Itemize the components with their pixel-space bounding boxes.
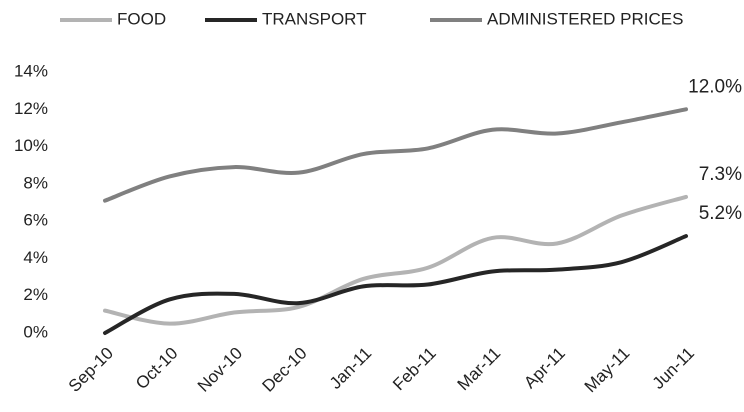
x-tick-label: Mar-11 bbox=[454, 344, 505, 395]
value-label: 12.0% bbox=[688, 76, 742, 97]
y-tick-label: 12% bbox=[14, 99, 48, 118]
y-tick-label: 4% bbox=[23, 248, 48, 267]
x-tick-label: Nov-10 bbox=[194, 344, 246, 396]
y-tick-label: 0% bbox=[23, 322, 48, 341]
x-tick-label: Apr-11 bbox=[520, 344, 569, 393]
y-tick-label: 8% bbox=[23, 173, 48, 192]
y-tick-label: 2% bbox=[23, 285, 48, 304]
x-tick-label: Dec-10 bbox=[258, 344, 310, 396]
x-tick-label: May-11 bbox=[581, 344, 634, 397]
y-tick-label: 10% bbox=[14, 136, 48, 155]
x-tick-label: Sep-10 bbox=[65, 344, 117, 396]
value-label: 7.3% bbox=[699, 164, 742, 185]
legend-label: ADMINISTERED PRICES bbox=[487, 9, 683, 28]
series-line bbox=[103, 194, 688, 326]
y-tick-label: 14% bbox=[14, 61, 48, 80]
series-line bbox=[103, 234, 688, 335]
legend-label: TRANSPORT bbox=[262, 9, 367, 28]
y-tick-label: 6% bbox=[23, 211, 48, 230]
x-tick-label: Jun-11 bbox=[649, 344, 698, 393]
series-line bbox=[103, 107, 688, 203]
x-tick-label: Jan-11 bbox=[326, 344, 375, 393]
value-label: 5.2% bbox=[699, 203, 742, 224]
x-tick-label: Oct-10 bbox=[132, 344, 182, 394]
x-tick-label: Feb-11 bbox=[389, 344, 440, 395]
legend-label: FOOD bbox=[117, 9, 166, 28]
